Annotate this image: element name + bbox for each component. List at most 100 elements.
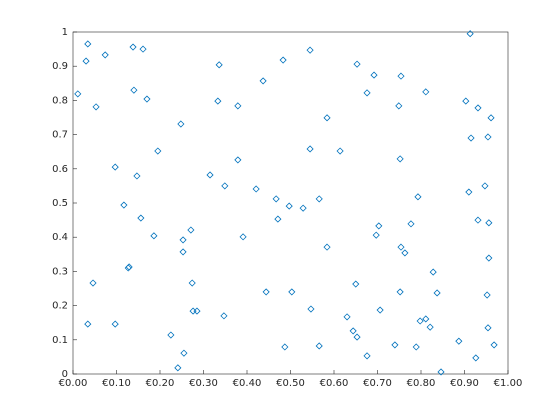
marker	[139, 45, 147, 53]
marker	[484, 324, 492, 332]
marker	[472, 354, 480, 362]
marker	[363, 89, 371, 97]
x-tick-label: €0.80	[407, 378, 436, 389]
marker	[281, 343, 289, 351]
marker	[407, 220, 415, 228]
x-tick-label: €0.70	[363, 378, 392, 389]
axes-box	[72, 31, 509, 375]
marker	[487, 114, 495, 122]
x-tick-label: €0.10	[102, 378, 131, 389]
marker	[467, 134, 475, 142]
marker	[206, 171, 214, 179]
marker	[483, 291, 491, 299]
marker	[120, 201, 128, 209]
marker	[252, 185, 260, 193]
marker	[133, 172, 141, 180]
marker	[306, 46, 314, 54]
marker	[484, 133, 492, 141]
marker	[323, 243, 331, 251]
marker	[221, 182, 229, 190]
marker	[84, 40, 92, 48]
x-tick-label: €0.60	[320, 378, 349, 389]
marker	[187, 226, 195, 234]
marker	[336, 147, 344, 155]
marker	[111, 163, 119, 171]
y-tick-label: 0.3	[52, 266, 68, 277]
y-tick-label: 1	[62, 27, 68, 38]
marker	[82, 57, 90, 65]
marker	[272, 195, 280, 203]
y-tick-label: 0.9	[52, 61, 68, 72]
marker	[315, 195, 323, 203]
marker	[455, 337, 463, 345]
marker	[397, 72, 405, 80]
marker	[239, 233, 247, 241]
marker	[193, 307, 201, 315]
marker	[215, 61, 223, 69]
marker	[307, 305, 315, 313]
y-tick-label: 0.4	[52, 232, 68, 243]
marker	[370, 71, 378, 79]
marker	[92, 103, 100, 111]
marker	[323, 114, 331, 122]
marker	[179, 248, 187, 256]
y-tick-label: 0.6	[52, 164, 68, 175]
y-tick-label: 0.1	[52, 335, 68, 346]
x-tick-label: €0.40	[233, 378, 262, 389]
x-tick-label: €1.00	[494, 378, 523, 389]
marker	[474, 216, 482, 224]
marker	[414, 193, 422, 201]
marker	[279, 56, 287, 64]
marker	[485, 254, 493, 262]
marker	[395, 102, 403, 110]
marker	[422, 315, 430, 323]
marker	[349, 327, 357, 335]
marker	[315, 342, 323, 350]
x-tick-label: €0.50	[276, 378, 305, 389]
marker	[234, 156, 242, 164]
marker	[396, 155, 404, 163]
marker	[299, 204, 307, 212]
marker	[372, 231, 380, 239]
marker	[111, 320, 119, 328]
marker	[167, 331, 175, 339]
marker	[352, 280, 360, 288]
marker	[143, 95, 151, 103]
y-tick-label: 0.2	[52, 301, 68, 312]
marker	[262, 288, 270, 296]
marker	[74, 90, 82, 98]
marker	[426, 323, 434, 331]
marker	[485, 219, 493, 227]
marker	[129, 43, 137, 51]
marker	[220, 312, 228, 320]
marker	[150, 232, 158, 240]
marker	[481, 182, 489, 190]
marker	[177, 120, 185, 128]
marker	[466, 30, 474, 38]
marker	[179, 236, 187, 244]
marker	[259, 77, 267, 85]
x-tick-label: €0.30	[189, 378, 218, 389]
marker	[306, 145, 314, 153]
marker	[396, 288, 404, 296]
y-tick-label: 0.7	[52, 130, 68, 141]
marker	[353, 333, 361, 341]
marker	[84, 320, 92, 328]
marker	[180, 349, 188, 357]
marker	[422, 88, 430, 96]
marker	[234, 102, 242, 110]
marker	[397, 243, 405, 251]
marker	[462, 97, 470, 105]
marker	[89, 279, 97, 287]
marker	[465, 188, 473, 196]
marker	[124, 264, 132, 272]
marker	[101, 51, 109, 59]
marker	[416, 317, 424, 325]
marker	[401, 249, 409, 257]
marker	[137, 214, 145, 222]
y-tick-label: 0.8	[52, 95, 68, 106]
marker	[437, 368, 445, 376]
marker	[130, 86, 138, 94]
marker	[174, 364, 182, 372]
